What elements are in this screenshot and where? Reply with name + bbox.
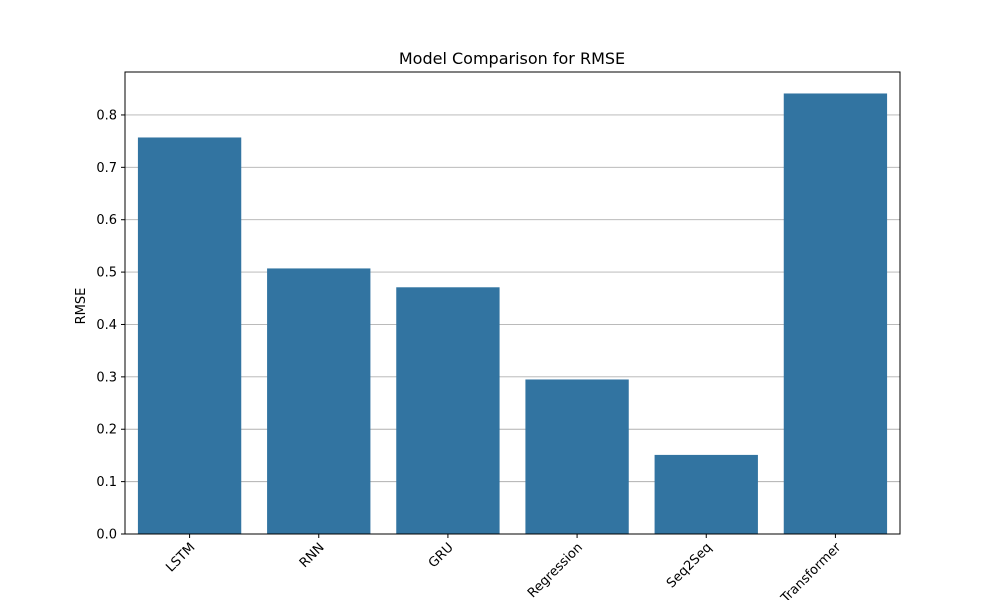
x-tick-label: LSTM xyxy=(163,540,198,575)
y-tick-label: 0.3 xyxy=(96,370,117,385)
y-tick-label: 0.8 xyxy=(96,108,117,123)
y-tick-label: 0.2 xyxy=(96,423,117,438)
bar-rnn xyxy=(267,268,371,534)
x-tick-label: Regression xyxy=(525,540,586,600)
y-tick-label: 0.6 xyxy=(96,213,117,228)
x-tick-label: GRU xyxy=(426,540,457,571)
y-ticks: 0.0 0.1 0.2 0.3 0.4 0.5 0.6 0.7 0.8 xyxy=(96,108,125,543)
y-axis-label: RMSE xyxy=(74,288,89,325)
bar-seq2seq xyxy=(654,454,758,534)
bars xyxy=(137,93,888,534)
plot-frame xyxy=(124,71,901,535)
bar-lstm xyxy=(137,137,242,534)
chart-title: Model Comparison for RMSE xyxy=(399,49,625,68)
y-tick-label: 0.7 xyxy=(96,161,117,176)
x-tick-label: Seq2Seq xyxy=(664,540,715,591)
x-tick-label: Transformer xyxy=(778,540,845,600)
bar-regression xyxy=(525,379,629,534)
y-tick-label: 0.4 xyxy=(96,318,117,333)
bar-gru xyxy=(396,287,500,534)
y-tick-label: 0.5 xyxy=(96,266,117,281)
x-tick-label: RNN xyxy=(297,540,328,571)
bar-transformer xyxy=(783,93,888,534)
y-tick-label: 0.0 xyxy=(96,528,117,543)
x-ticks: LSTM RNN GRU Regression Seq2Seq Transformer xyxy=(163,534,845,604)
grid-lines xyxy=(125,114,900,535)
y-tick-label: 0.1 xyxy=(96,475,117,490)
axes xyxy=(124,71,901,535)
